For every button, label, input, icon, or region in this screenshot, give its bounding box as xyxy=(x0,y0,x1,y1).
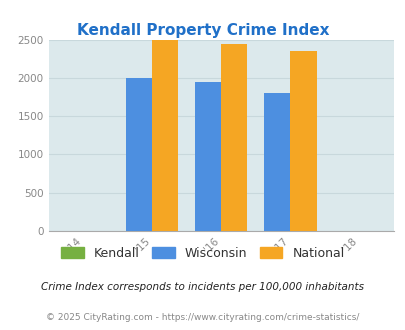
Text: Kendall Property Crime Index: Kendall Property Crime Index xyxy=(77,23,328,38)
Bar xyxy=(290,51,316,231)
Legend: Kendall, Wisconsin, National: Kendall, Wisconsin, National xyxy=(61,247,344,260)
Text: © 2025 CityRating.com - https://www.cityrating.com/crime-statistics/: © 2025 CityRating.com - https://www.city… xyxy=(46,313,359,322)
Bar xyxy=(221,44,247,231)
Text: Crime Index corresponds to incidents per 100,000 inhabitants: Crime Index corresponds to incidents per… xyxy=(41,282,364,292)
Bar xyxy=(126,78,152,231)
Bar xyxy=(194,82,221,231)
Bar xyxy=(152,40,178,231)
Bar xyxy=(263,93,290,231)
